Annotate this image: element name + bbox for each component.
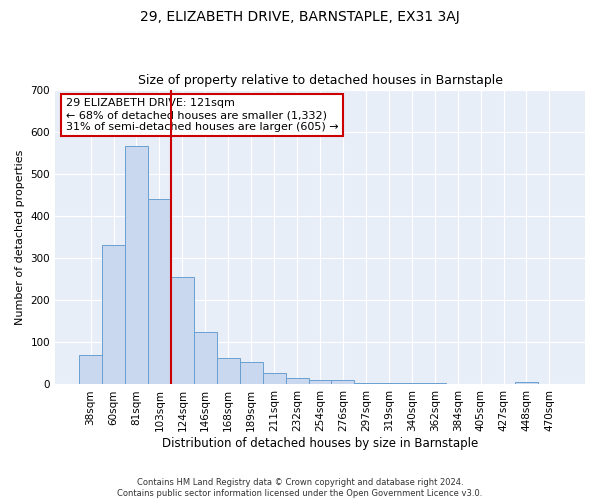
Bar (355, 383, 377, 384)
Text: Contains HM Land Registry data © Crown copyright and database right 2024.
Contai: Contains HM Land Registry data © Crown c… (118, 478, 482, 498)
Bar (331, 380, 355, 384)
Text: 29, ELIZABETH DRIVE, BARNSTAPLE, EX31 3AJ: 29, ELIZABETH DRIVE, BARNSTAPLE, EX31 3A… (140, 10, 460, 24)
Bar (217, 358, 240, 384)
Bar (102, 246, 125, 384)
Bar (400, 383, 423, 384)
Bar (308, 380, 331, 384)
Bar (240, 362, 263, 384)
Bar (148, 199, 171, 384)
Bar (79, 355, 102, 384)
Bar (125, 146, 148, 384)
Bar (377, 383, 400, 384)
Bar (194, 332, 217, 384)
Bar (263, 372, 286, 384)
Bar (515, 382, 538, 384)
Bar (171, 277, 194, 384)
Bar (423, 383, 446, 384)
Y-axis label: Number of detached properties: Number of detached properties (15, 150, 25, 324)
Title: Size of property relative to detached houses in Barnstaple: Size of property relative to detached ho… (137, 74, 503, 87)
X-axis label: Distribution of detached houses by size in Barnstaple: Distribution of detached houses by size … (162, 437, 478, 450)
Text: 29 ELIZABETH DRIVE: 121sqm
← 68% of detached houses are smaller (1,332)
31% of s: 29 ELIZABETH DRIVE: 121sqm ← 68% of deta… (65, 98, 338, 132)
Bar (286, 378, 308, 384)
